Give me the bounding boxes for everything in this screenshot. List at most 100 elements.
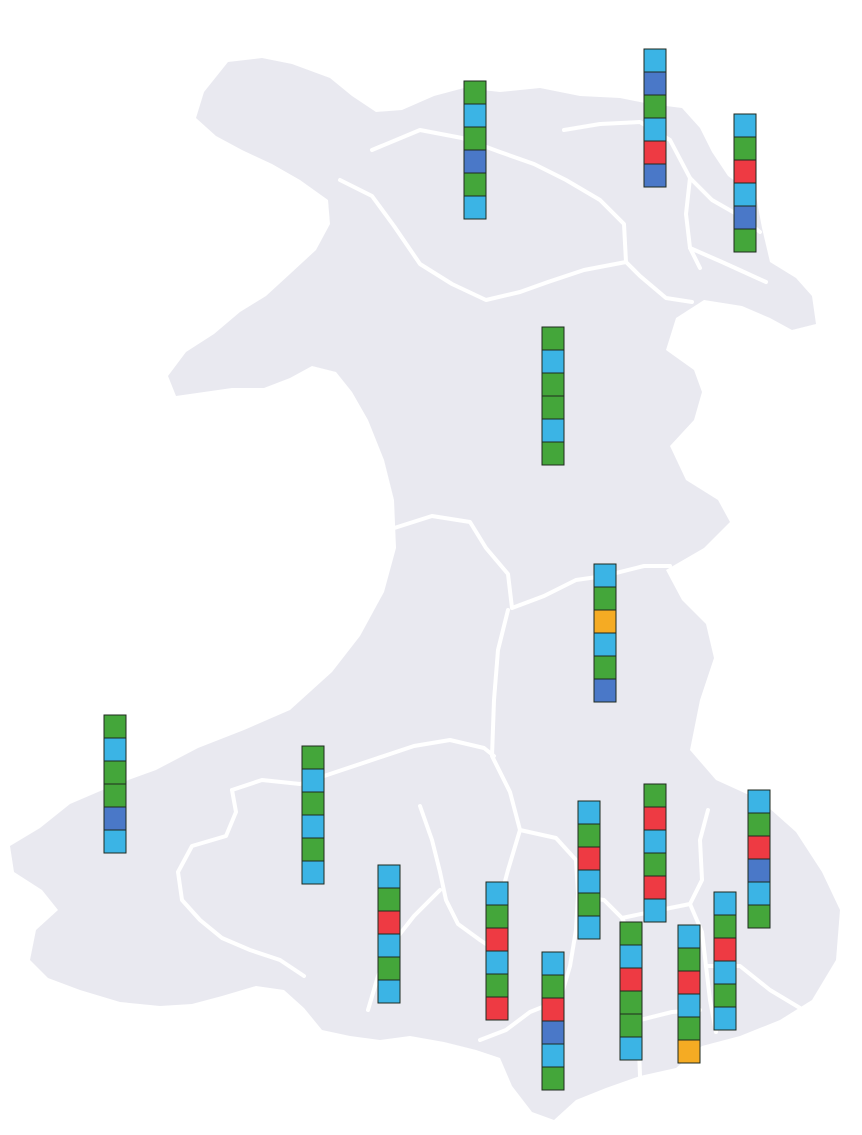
seat-cell-red <box>485 996 509 1021</box>
seat-cell-lightblue <box>463 103 487 128</box>
seat-cell-lightblue <box>541 951 565 976</box>
seat-cell-red <box>747 835 771 860</box>
seat-cell-green <box>485 904 509 929</box>
seat-cell-lightblue <box>301 860 325 885</box>
seat-cell-green <box>643 783 667 808</box>
seat-cell-lightblue <box>643 829 667 854</box>
seat-cell-lightblue <box>643 117 667 142</box>
seat-cell-green <box>541 372 565 397</box>
seat-stack-pembrokeshire <box>103 714 127 854</box>
seat-stack-rhondda-cynon-taf <box>577 800 601 940</box>
seat-stack-newport <box>713 891 737 1031</box>
seat-cell-blue <box>643 163 667 188</box>
seat-cell-green <box>463 126 487 151</box>
seat-cell-red <box>377 910 401 935</box>
seat-cell-green <box>713 983 737 1008</box>
seat-cell-green <box>593 655 617 680</box>
seat-cell-lightblue <box>103 829 127 854</box>
seat-cell-green <box>103 760 127 785</box>
seat-cell-green <box>301 837 325 862</box>
seat-cell-blue <box>747 858 771 883</box>
seat-stack-bridgend <box>541 951 565 1091</box>
seat-cell-green <box>713 914 737 939</box>
seat-cell-lightblue <box>541 349 565 374</box>
seat-cell-lightblue <box>619 944 643 969</box>
seat-cell-lightblue <box>713 1006 737 1031</box>
seat-stack-powys <box>593 563 617 703</box>
seat-cell-lightblue <box>541 418 565 443</box>
seat-stack-cardiff-west <box>619 921 643 1061</box>
seat-cell-lightblue <box>747 881 771 906</box>
seat-stack-gwynedd-conwy-mid-north <box>541 326 565 466</box>
seat-cell-lightblue <box>713 891 737 916</box>
seat-cell-lightblue <box>577 800 601 825</box>
seat-cell-lightblue <box>377 864 401 889</box>
seat-cell-blue <box>103 806 127 831</box>
seat-cell-green <box>733 136 757 161</box>
seat-stack-flintshire-north <box>643 48 667 188</box>
seat-cell-lightblue <box>593 563 617 588</box>
seat-cell-green <box>619 921 643 946</box>
seat-cell-red <box>713 937 737 962</box>
seat-cell-lightblue <box>643 48 667 73</box>
seat-cell-green <box>377 956 401 981</box>
seat-cell-red <box>643 806 667 831</box>
seat-cell-lightblue <box>377 979 401 1004</box>
seat-stack-swansea-neath <box>377 864 401 1004</box>
seat-stack-carmarthenshire <box>301 745 325 885</box>
seat-cell-lightblue <box>593 632 617 657</box>
seat-cell-green <box>619 990 643 1015</box>
seat-cell-green <box>463 80 487 105</box>
seat-stack-monmouthshire <box>747 789 771 929</box>
seat-cell-blue <box>463 149 487 174</box>
seat-cell-orange <box>677 1039 701 1064</box>
seat-cell-green <box>577 823 601 848</box>
seat-cell-lightblue <box>733 182 757 207</box>
seat-cell-lightblue <box>485 950 509 975</box>
seat-cell-lightblue <box>747 789 771 814</box>
wales-landmass <box>10 58 840 1120</box>
seat-cell-green <box>103 783 127 808</box>
seat-cell-lightblue <box>713 960 737 985</box>
seat-cell-red <box>619 967 643 992</box>
seat-cell-orange <box>593 609 617 634</box>
seat-cell-lightblue <box>619 1036 643 1061</box>
seat-stack-anglesey-north-coast <box>463 80 487 220</box>
seat-cell-green <box>677 947 701 972</box>
seat-stack-merthyr-caerphilly <box>643 783 667 923</box>
seat-cell-green <box>747 812 771 837</box>
seat-cell-green <box>677 1016 701 1041</box>
seat-cell-lightblue <box>733 113 757 138</box>
seat-cell-red <box>643 140 667 165</box>
seat-cell-green <box>541 1066 565 1091</box>
seat-cell-blue <box>593 678 617 703</box>
seat-cell-lightblue <box>677 924 701 949</box>
seat-stack-wrexham <box>733 113 757 253</box>
seat-cell-green <box>541 974 565 999</box>
seat-cell-green <box>541 326 565 351</box>
seat-cell-red <box>733 159 757 184</box>
seat-cell-lightblue <box>577 915 601 940</box>
seat-cell-lightblue <box>485 881 509 906</box>
seat-cell-green <box>747 904 771 929</box>
seat-cell-green <box>301 791 325 816</box>
seat-cell-green <box>541 395 565 420</box>
seat-cell-lightblue <box>103 737 127 762</box>
seat-cell-red <box>485 927 509 952</box>
seat-cell-lightblue <box>643 898 667 923</box>
seat-cell-red <box>677 970 701 995</box>
seat-stack-cardiff-east <box>677 924 701 1064</box>
seat-cell-lightblue <box>301 814 325 839</box>
seat-cell-lightblue <box>301 768 325 793</box>
seat-cell-blue <box>541 1020 565 1045</box>
seat-cell-lightblue <box>677 993 701 1018</box>
seat-cell-green <box>463 172 487 197</box>
seat-cell-lightblue <box>377 933 401 958</box>
seat-stack-neath-port-talbot <box>485 881 509 1021</box>
seat-cell-green <box>103 714 127 739</box>
seat-cell-red <box>643 875 667 900</box>
seat-cell-blue <box>643 71 667 96</box>
seat-cell-green <box>643 852 667 877</box>
seat-cell-red <box>577 846 601 871</box>
seat-cell-green <box>619 1013 643 1038</box>
